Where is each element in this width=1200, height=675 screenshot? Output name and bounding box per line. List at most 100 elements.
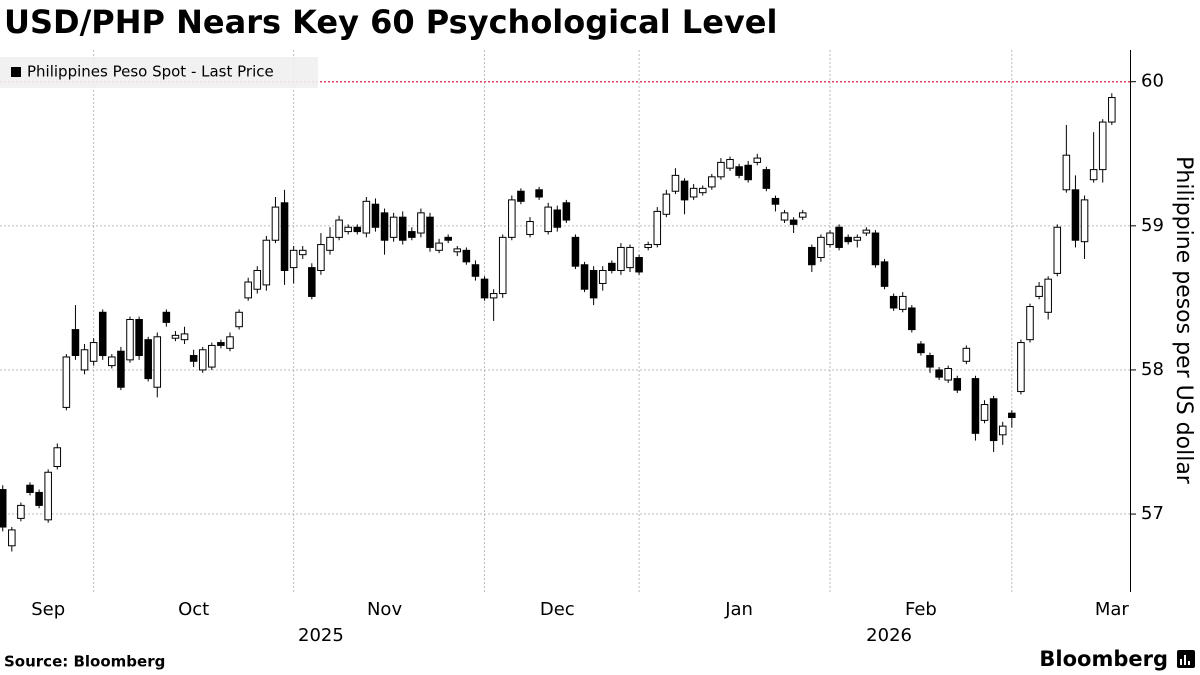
legend-box xyxy=(0,57,318,88)
y-tick-label: 58 xyxy=(1141,359,1164,380)
candle-body xyxy=(271,206,280,241)
candle-body xyxy=(689,187,698,198)
candle-body xyxy=(508,199,516,238)
candle-body xyxy=(489,293,498,299)
candle-body xyxy=(26,484,34,493)
candle-body xyxy=(926,355,934,368)
candle-body xyxy=(1008,412,1016,419)
candle-body xyxy=(135,319,143,357)
candle-body xyxy=(380,212,389,241)
candle-body xyxy=(198,349,207,371)
candle-body xyxy=(371,203,380,228)
legend-swatch xyxy=(11,67,21,77)
y-axis-label: Philippine pesos per US dollar xyxy=(1171,156,1196,485)
candle-body xyxy=(898,295,907,310)
candle-body xyxy=(753,157,762,163)
candle-body xyxy=(117,350,125,388)
x-year-label: 2026 xyxy=(866,625,912,646)
candle-body xyxy=(608,262,616,272)
candle-body xyxy=(526,221,534,235)
candle-body xyxy=(844,236,852,243)
candle-body xyxy=(808,246,816,266)
candle-body xyxy=(517,190,525,202)
candle-body xyxy=(880,261,889,287)
x-tick-label: Mar xyxy=(1095,599,1130,620)
candle-body xyxy=(862,229,871,234)
candle-body xyxy=(1062,154,1071,191)
candle-body xyxy=(444,236,452,241)
candle-body xyxy=(253,270,262,290)
x-tick-label: Dec xyxy=(540,599,575,620)
candle-body xyxy=(8,529,16,547)
candle-body xyxy=(671,174,680,192)
candle-body xyxy=(1026,306,1034,341)
legend-label: Philippines Peso Spot - Last Price xyxy=(27,63,274,81)
candle-body xyxy=(226,336,234,349)
candle-body xyxy=(453,248,462,253)
candle-body xyxy=(389,216,398,238)
candle-body xyxy=(217,342,225,346)
candle-body xyxy=(644,244,652,248)
candle-body xyxy=(780,212,789,221)
candle-body xyxy=(953,378,962,391)
candle-body xyxy=(798,212,807,218)
candle-body xyxy=(626,246,634,269)
candle-body xyxy=(971,378,980,434)
candle-body xyxy=(62,356,71,408)
candle-body xyxy=(871,232,880,266)
candle-body xyxy=(835,226,843,248)
candle-body xyxy=(653,210,662,246)
candle-body xyxy=(680,180,689,201)
candle-body xyxy=(408,231,416,238)
candle-body xyxy=(317,244,325,271)
candle-body xyxy=(426,216,434,248)
candles xyxy=(0,93,1116,552)
candle-body xyxy=(908,307,916,331)
candle-body xyxy=(144,339,152,380)
candle-body xyxy=(344,226,352,233)
candle-body xyxy=(817,236,825,259)
y-tick-label: 59 xyxy=(1141,215,1164,236)
candle-body xyxy=(962,347,971,362)
candle-body xyxy=(35,491,43,506)
candle-body xyxy=(280,202,289,271)
candle-body xyxy=(362,200,371,234)
candle-body xyxy=(553,209,562,228)
candle-body xyxy=(1035,285,1043,297)
candle-body xyxy=(1017,342,1025,393)
candle-body xyxy=(744,164,752,181)
candle-body xyxy=(935,369,943,378)
x-tick-label: Sep xyxy=(31,599,65,620)
brand: Bloomberg xyxy=(1039,647,1168,671)
candle-body xyxy=(826,232,834,246)
x-tick-label: Nov xyxy=(367,599,402,620)
candle-body xyxy=(189,355,198,362)
candle-body xyxy=(598,270,607,284)
candle-body xyxy=(298,249,307,256)
candle-body xyxy=(1089,169,1098,181)
candle-body xyxy=(944,368,952,381)
candle-body xyxy=(1108,97,1116,123)
candle-body xyxy=(1044,278,1052,313)
candle-body xyxy=(480,278,489,299)
candle-body xyxy=(326,236,334,251)
candle-body xyxy=(80,349,89,371)
y-tick-label: 60 xyxy=(1141,71,1164,92)
candle-body xyxy=(308,267,316,297)
candle-body xyxy=(917,343,925,354)
candle-body xyxy=(562,202,571,221)
candle-body xyxy=(398,216,407,241)
candle-body xyxy=(171,334,180,339)
candle-body xyxy=(180,333,189,341)
candle-body xyxy=(789,219,798,225)
candle-body xyxy=(717,161,725,178)
x-tick-label: Jan xyxy=(724,599,753,620)
candle-body xyxy=(17,504,25,519)
candle-body xyxy=(1080,199,1089,243)
candle-body xyxy=(98,311,107,357)
candle-body xyxy=(162,311,171,323)
candle-body xyxy=(617,246,625,271)
x-tick-label: Oct xyxy=(178,599,209,620)
brand-icon xyxy=(1177,650,1195,668)
